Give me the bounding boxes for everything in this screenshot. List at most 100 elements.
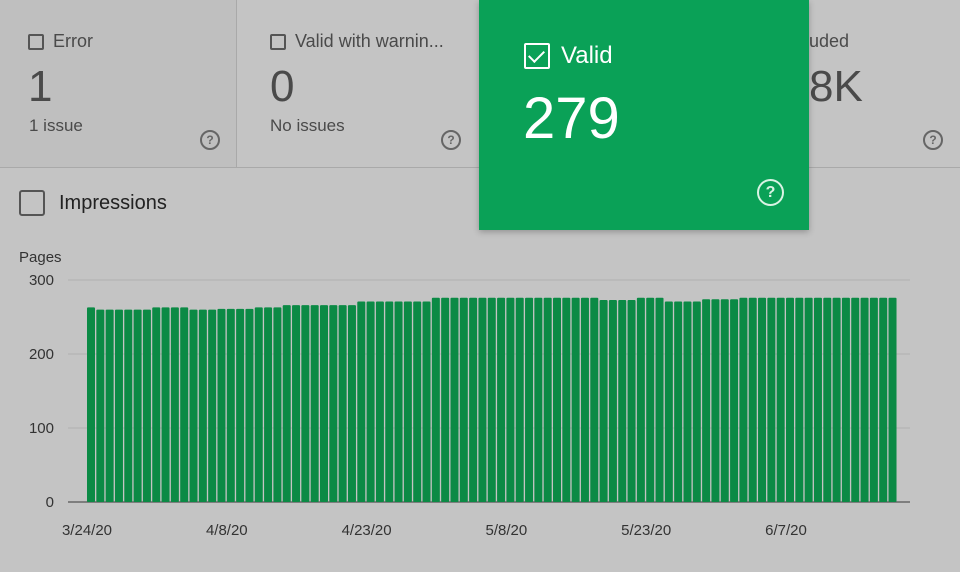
bar: [832, 297, 841, 502]
bar: [720, 299, 729, 502]
bar: [198, 309, 207, 502]
bar: [478, 297, 487, 502]
bar: [599, 299, 608, 502]
bar: [114, 309, 123, 502]
pages-bar-chart: 0 100 200 300 3/24/20 4/8/20 4/23/20 5/8/20 5/23…: [29, 272, 910, 539]
bar: [124, 309, 133, 502]
bar: [525, 297, 534, 502]
checkbox-icon[interactable]: [19, 190, 45, 216]
excluded-count: 8K: [809, 62, 863, 111]
warning-subtext: No issues: [270, 116, 345, 135]
bar: [469, 297, 478, 502]
bar: [87, 307, 95, 502]
y-tick-label: 300: [29, 272, 54, 289]
y-axis-title: Pages: [19, 249, 62, 266]
bar: [506, 297, 515, 502]
bar: [403, 301, 412, 502]
bar: [282, 305, 291, 502]
x-tick-label: 3/24/20: [62, 522, 112, 539]
bar: [450, 297, 459, 502]
bar: [711, 299, 720, 502]
bar: [795, 297, 804, 502]
bar: [562, 297, 571, 502]
valid-tile-header: Valid: [524, 42, 613, 70]
bar: [543, 297, 552, 502]
bar: [879, 297, 888, 502]
valid-count: 279: [523, 86, 620, 151]
bar: [245, 308, 254, 502]
bar: [851, 297, 860, 502]
excluded-label: uded: [809, 31, 850, 51]
bar: [692, 301, 701, 502]
y-tick-label: 100: [29, 420, 54, 437]
bar: [580, 297, 589, 502]
bar: [189, 309, 198, 502]
bar: [497, 297, 506, 502]
x-tick-label: 4/8/20: [206, 522, 248, 539]
bar: [702, 299, 711, 502]
checkbox-checked-icon[interactable]: [524, 43, 550, 69]
bar: [804, 297, 813, 502]
bar: [180, 307, 189, 502]
bar: [394, 301, 403, 502]
bar: [618, 299, 627, 502]
bar: [422, 301, 431, 502]
bar: [264, 307, 273, 502]
bar: [441, 297, 450, 502]
x-tick-label: 6/7/20: [765, 522, 807, 539]
error-subtext: 1 issue: [29, 116, 83, 135]
bar: [534, 297, 543, 502]
bar: [590, 297, 599, 502]
bar: [320, 305, 328, 502]
help-icon[interactable]: ?: [200, 130, 220, 150]
impressions-toggle[interactable]: Impressions: [19, 190, 167, 216]
bar: [664, 301, 673, 502]
bar: [860, 297, 869, 502]
bar: [152, 307, 161, 502]
bar: [674, 301, 683, 502]
warning-count: 0: [270, 62, 295, 111]
y-tick-label: 200: [29, 346, 54, 363]
error-tile[interactable]: Error 1 1 issue ?: [0, 0, 237, 167]
bar: [487, 297, 496, 502]
bar: [758, 297, 767, 502]
help-icon[interactable]: ?: [441, 130, 461, 150]
error-tile-header: Error: [28, 31, 93, 52]
warning-tile-header: Valid with warnin...: [270, 31, 444, 52]
bar: [273, 307, 282, 502]
bar: [786, 297, 794, 502]
x-tick-label: 5/23/20: [621, 522, 671, 539]
bar: [105, 309, 114, 502]
bar: [571, 297, 580, 502]
y-tick-label: 0: [46, 494, 54, 511]
help-icon[interactable]: ?: [923, 130, 943, 150]
bar: [823, 297, 832, 502]
bar: [608, 299, 617, 502]
checkbox-icon[interactable]: [28, 33, 44, 50]
bar: [459, 297, 468, 502]
bar: [217, 308, 226, 502]
bar: [338, 305, 347, 502]
bar: [627, 299, 636, 502]
bar: [385, 301, 394, 502]
bar: [748, 297, 757, 502]
warning-label: Valid with warnin...: [295, 31, 444, 51]
bar: [170, 307, 179, 502]
help-icon[interactable]: ?: [757, 179, 784, 206]
warning-tile[interactable]: Valid with warnin... 0 No issues ?: [237, 0, 479, 167]
bar: [888, 297, 897, 502]
bar: [841, 297, 850, 502]
valid-tile[interactable]: Valid 279 ?: [479, 0, 809, 230]
checkbox-icon[interactable]: [270, 33, 286, 50]
bar: [636, 297, 645, 502]
bar: [813, 297, 822, 502]
bar: [739, 297, 748, 502]
bar: [254, 307, 263, 502]
bar: [515, 297, 524, 502]
bar: [375, 301, 384, 502]
x-tick-label: 5/8/20: [486, 522, 528, 539]
bar: [431, 297, 440, 502]
valid-label: Valid: [561, 42, 613, 69]
bar: [730, 299, 739, 502]
bar: [133, 309, 142, 502]
